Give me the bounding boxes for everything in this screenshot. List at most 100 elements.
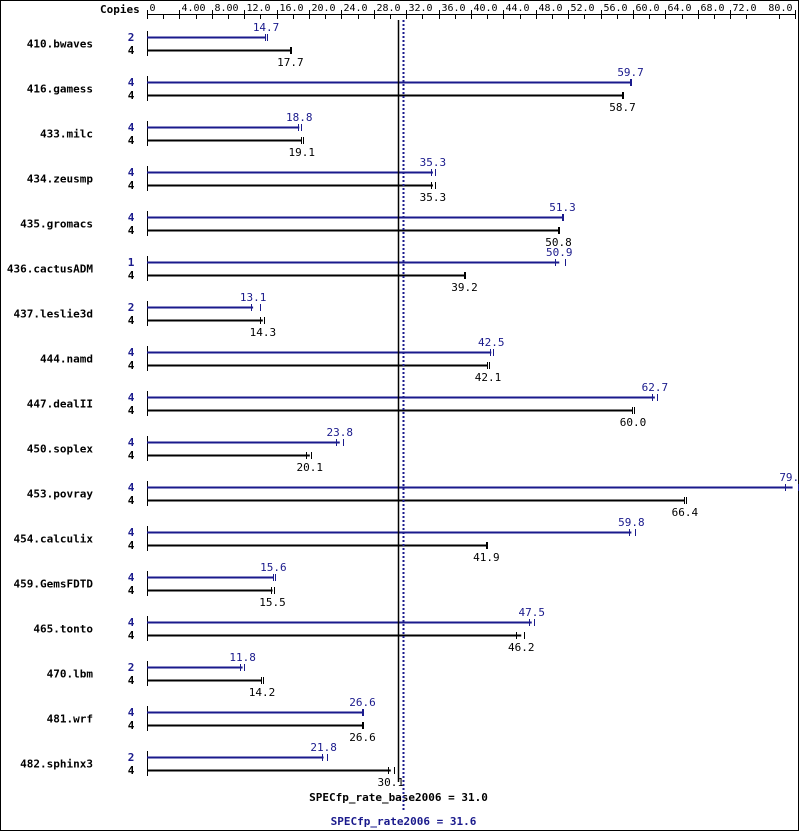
peak-copies: 2 [128, 751, 135, 764]
peak-copies: 4 [128, 76, 135, 89]
base-copies: 4 [128, 449, 135, 462]
benchmark-label: 447.dealII [27, 398, 93, 411]
benchmark-label: 434.zeusmp [27, 173, 94, 186]
peak-copies: 4 [128, 211, 135, 224]
benchmark-label: 416.gamess [27, 83, 93, 96]
base-value-label: 39.2 [451, 281, 478, 294]
benchmark-label: 470.lbm [47, 668, 94, 681]
x-tick-label: 8.00 [215, 3, 239, 14]
peak-value-label: 14.7 [253, 21, 280, 34]
benchmark-label: 410.bwaves [27, 38, 93, 51]
peak-value-label: 47.5 [519, 606, 546, 619]
benchmark-group: 436.cactusADM 1 50.9 4 39.2 [7, 246, 573, 294]
peak-value-label: 62.7 [642, 381, 669, 394]
benchmark-label: 482.sphinx3 [20, 758, 93, 771]
base-copies: 4 [128, 89, 135, 102]
benchmark-label: 450.soplex [27, 443, 94, 456]
benchmark-label: 459.GemsFDTD [14, 578, 94, 591]
base-value-label: 14.2 [249, 686, 276, 699]
base-value-label: 35.3 [420, 191, 447, 204]
x-tick-label: 52.0 [571, 3, 595, 14]
base-value-label: 42.1 [475, 371, 502, 384]
base-copies: 4 [128, 719, 135, 732]
base-copies: 4 [128, 359, 135, 372]
base-copies: 4 [128, 404, 135, 417]
peak-value-label: 42.5 [478, 336, 505, 349]
copies-header: Copies [100, 3, 140, 16]
peak-value-label: 26.6 [349, 696, 376, 709]
x-axis: Copies 0 4.00 8.00 12.0 16.0 20.0 24.0 28.0 32.0 3… [100, 3, 796, 19]
base-copies: 4 [128, 224, 135, 237]
benchmark-group: 410.bwaves 2 14.7 4 17.7 [27, 21, 304, 69]
peak-value-label: 13.1 [240, 291, 267, 304]
base-value-label: 41.9 [473, 551, 500, 564]
base-value-label: 66.4 [672, 506, 699, 519]
base-reference-label: SPECfp_rate_base2006 = 31.0 [309, 791, 488, 804]
base-copies: 4 [128, 764, 135, 777]
base-copies: 4 [128, 539, 135, 552]
x-tick-label: 16.0 [280, 3, 304, 14]
peak-value-label: 50.9 [546, 246, 573, 259]
benchmark-label: 436.cactusADM [7, 263, 93, 276]
peak-value-label: 59.8 [618, 516, 645, 529]
x-tick-label: 36.0 [442, 3, 466, 14]
x-tick-label: 32.0 [409, 3, 433, 14]
base-value-label: 19.1 [288, 146, 315, 159]
peak-copies: 4 [128, 436, 135, 449]
peak-copies: 2 [128, 31, 135, 44]
x-tick-label: 72.0 [733, 3, 757, 14]
benchmark-label: 435.gromacs [20, 218, 93, 231]
benchmark-label: 465.tonto [33, 623, 93, 636]
base-copies: 4 [128, 134, 135, 147]
base-value-label: 50.8 [545, 236, 572, 249]
peak-value-label: 15.6 [260, 561, 287, 574]
x-tick-label: 64.0 [668, 3, 692, 14]
peak-copies: 4 [128, 616, 135, 629]
base-copies: 4 [128, 269, 135, 282]
base-value-label: 15.5 [259, 596, 286, 609]
x-tick-label: 68.0 [701, 3, 725, 14]
benchmark-group: 465.tonto 4 47.5 4 46.2 [33, 606, 545, 654]
peak-copies: 4 [128, 571, 135, 584]
base-value-label: 46.2 [508, 641, 535, 654]
benchmark-label: 453.povray [27, 488, 94, 501]
peak-value-label: 51.3 [549, 201, 576, 214]
base-copies: 4 [128, 494, 135, 507]
base-copies: 4 [128, 674, 135, 687]
benchmark-group: 454.calculix 4 59.8 4 41.9 [14, 516, 645, 564]
benchmark-group: 434.zeusmp 4 35.3 4 35.3 [27, 156, 446, 204]
benchmark-label: 433.milc [40, 128, 93, 141]
base-copies: 4 [128, 44, 135, 57]
peak-copies: 1 [128, 256, 135, 269]
base-value-label: 30.1 [378, 776, 405, 789]
x-tick-label: 48.0 [539, 3, 563, 14]
base-value-label: 60.0 [620, 416, 647, 429]
peak-value-label: 21.8 [310, 741, 337, 754]
benchmark-group: 470.lbm 2 11.8 4 14.2 [47, 651, 276, 699]
peak-reference-label: SPECfp_rate2006 = 31.6 [331, 815, 477, 828]
peak-copies: 4 [128, 481, 135, 494]
x-tick-label: 20.0 [312, 3, 336, 14]
benchmark-label: 481.wrf [47, 713, 93, 726]
x-tick-label: 12.0 [247, 3, 271, 14]
x-tick-label: 0 [150, 3, 156, 14]
peak-copies: 4 [128, 121, 135, 134]
benchmark-label: 437.leslie3d [14, 308, 93, 321]
base-copies: 4 [128, 179, 135, 192]
benchmark-group: 447.dealII 4 62.7 4 60.0 [27, 381, 668, 429]
peak-copies: 4 [128, 346, 135, 359]
benchmark-group: 433.milc 4 18.8 4 19.1 [40, 111, 315, 159]
benchmark-group: 453.povray 4 79.7 4 66.4 [27, 471, 799, 519]
benchmark-group: 450.soplex 4 23.8 4 20.1 [27, 426, 353, 474]
x-tick-label: 44.0 [506, 3, 530, 14]
benchmark-label: 444.namd [40, 353, 93, 366]
base-value-label: 14.3 [250, 326, 277, 339]
x-tick-label: 60.0 [636, 3, 660, 14]
base-copies: 4 [128, 584, 135, 597]
peak-copies: 4 [128, 391, 135, 404]
benchmark-group: 437.leslie3d 2 13.1 4 14.3 [14, 291, 277, 339]
reference-lines: SPECfp_rate_base2006 = 31.0 SPECfp_rate20… [309, 20, 488, 828]
base-value-label: 20.1 [297, 461, 324, 474]
